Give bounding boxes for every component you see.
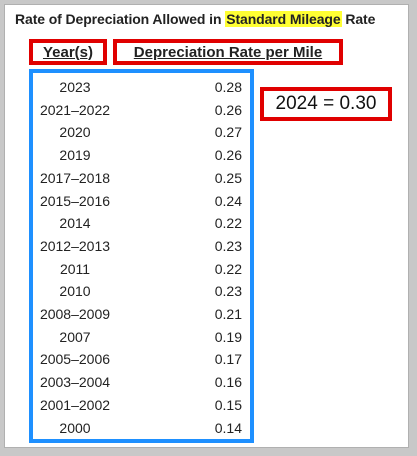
rate-cell: 0.28 [214,79,242,95]
table-row: 2012–2013 0.23 [33,235,250,258]
table-row: 2010 0.23 [33,280,250,303]
rate-cell: 0.19 [214,328,242,345]
rate-cell: 0.22 [214,215,242,232]
table-row: 2000 0.14 [33,417,250,440]
annotation-2024-rate: 2024 = 0.30 [260,87,392,121]
year-cell: 2011 [59,260,91,277]
year-cell: 2012–2013 [39,237,111,254]
table-row: 2019 0.26 [33,144,250,167]
year-cell: 2015–2016 [39,192,111,209]
year-column-header: Year(s) [29,39,107,65]
year-cell: 2007 [59,328,91,345]
table-row: 2020 0.27 [33,121,250,144]
table-row: 2005–2006 0.17 [33,348,250,371]
table-row: 2003–2004 0.16 [33,371,250,394]
year-cell: 2014 [59,215,91,232]
rate-cell: 0.22 [214,260,242,277]
rate-cell: 0.14 [214,419,242,436]
title-suffix: Rate [341,11,376,27]
rate-cell: 0.15 [214,396,242,413]
table-row: 2007 0.19 [33,326,250,349]
title-highlight: Standard Mileage [225,11,342,27]
rate-cell: 0.24 [214,192,242,209]
page-title: Rate of Depreciation Allowed in Standard… [15,11,375,27]
year-cell: 2021–2022 [39,101,111,118]
table-row: 2001–2002 0.15 [33,394,250,417]
title-prefix: Rate of Depreciation Allowed in [15,11,226,27]
table-row: 2023 0.28 [33,76,250,99]
year-cell: 2000 [59,419,91,436]
table-row: 2014 0.22 [33,212,250,235]
year-cell: 2010 [59,283,91,300]
year-cell: 2019 [59,147,91,164]
rate-cell: 0.23 [214,237,242,254]
year-cell: 2005–2006 [39,351,111,368]
table-row: 2021–2022 0.26 [33,99,250,122]
table-row: 2008–2009 0.21 [33,303,250,326]
rate-cell: 0.16 [214,374,242,391]
rate-table: 2023 0.28 2021–2022 0.26 2020 0.27 2019 0.26 201… [29,69,254,443]
rate-cell: 0.17 [214,351,242,368]
content-panel: Rate of Depreciation Allowed in Standard… [4,4,409,448]
table-row: 2011 0.22 [33,258,250,281]
rate-cell: 0.25 [214,169,242,186]
rate-cell: 0.21 [214,306,242,322]
year-cell: 2023 [59,79,91,95]
table-row: 2015–2016 0.24 [33,190,250,213]
rate-cell: 0.26 [214,101,242,118]
rate-column-header: Depreciation Rate per Mile [113,39,343,65]
year-cell: 2003–2004 [39,374,111,391]
rate-cell: 0.27 [214,124,242,141]
year-cell: 2020 [59,124,91,141]
year-cell: 2017–2018 [39,169,111,186]
rate-cell: 0.23 [214,283,242,300]
rate-cell: 0.26 [214,147,242,164]
table-row: 2017–2018 0.25 [33,167,250,190]
year-cell: 2001–2002 [39,396,111,413]
year-cell: 2008–2009 [39,306,111,322]
